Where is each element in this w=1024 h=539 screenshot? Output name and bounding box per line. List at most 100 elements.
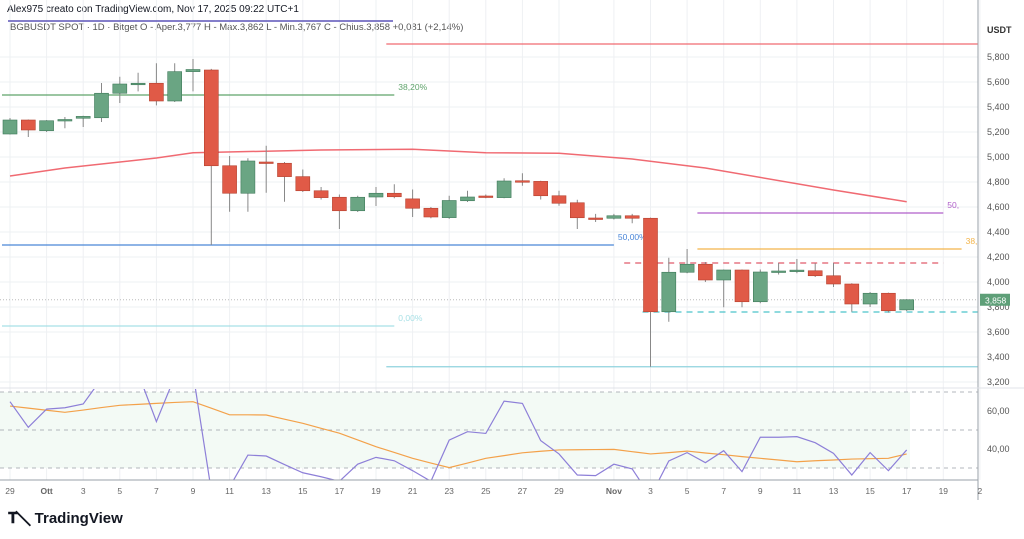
candle[interactable] (734, 269, 750, 308)
candle[interactable] (386, 184, 402, 199)
time-tick-label: 3 (81, 486, 86, 496)
candle-body (533, 181, 549, 197)
candle-body (844, 283, 860, 305)
candle[interactable] (698, 262, 713, 282)
candle[interactable] (441, 195, 457, 219)
time-tick-label: 25 (481, 486, 491, 496)
candle[interactable] (551, 190, 567, 206)
time-tick-label: 27 (518, 486, 528, 496)
price-tick-label: 4,800 (987, 177, 1010, 187)
candle[interactable] (533, 180, 549, 200)
candle-body (789, 269, 805, 272)
candle-body (643, 217, 658, 313)
candle[interactable] (643, 217, 658, 367)
last-price-tag: 3,858 (980, 293, 1010, 306)
candle[interactable] (789, 259, 805, 274)
candle[interactable] (826, 263, 841, 287)
price-axis[interactable]: 5,800 5,600 5,400 5,200 5,000 4,800 4,600 4,400… (987, 52, 1010, 454)
candle[interactable] (807, 263, 823, 277)
candles (2, 59, 915, 367)
time-tick-label: 7 (721, 486, 726, 496)
candle-body (39, 120, 54, 132)
candle[interactable] (185, 59, 201, 92)
grid (0, 0, 981, 480)
candle-body (277, 162, 292, 177)
time-tick-label: Nov (606, 486, 622, 496)
candle[interactable] (167, 63, 182, 102)
candle-body (2, 119, 18, 135)
candle[interactable] (222, 156, 237, 212)
candle[interactable] (149, 63, 164, 106)
candle-body (350, 196, 366, 212)
candle-body (588, 217, 603, 220)
candle[interactable] (844, 283, 860, 312)
candle[interactable] (478, 194, 494, 199)
price-tick-label: 5,800 (987, 52, 1010, 62)
candle[interactable] (39, 120, 54, 132)
tradingview-logo[interactable]: 𝐓╲ TradingView (8, 510, 123, 527)
candle-body (569, 202, 585, 219)
candle[interactable] (240, 158, 256, 212)
candle[interactable] (423, 207, 439, 219)
time-tick-label: 7 (154, 486, 159, 496)
candle[interactable] (515, 173, 530, 186)
candle[interactable] (624, 213, 640, 224)
candle[interactable] (569, 199, 585, 229)
time-axis[interactable]: 29 Ott 3 5 7 9 11 13 15 17 19 21 23 25 27 29 Nov 3 5 7 9 11 13… (5, 486, 982, 496)
candle[interactable] (881, 292, 896, 313)
candle[interactable] (258, 145, 274, 193)
candle[interactable] (313, 187, 329, 200)
time-tick-label: 5 (117, 486, 122, 496)
time-tick-label: 23 (444, 486, 454, 496)
candle-body (661, 271, 677, 313)
candle[interactable] (295, 169, 311, 193)
price-tick-label: 5,200 (987, 127, 1010, 137)
candle[interactable] (350, 195, 366, 212)
price-tick-label: 5,600 (987, 77, 1010, 87)
candle[interactable] (460, 190, 475, 202)
candle-body (75, 116, 91, 119)
candle-body (496, 180, 512, 198)
candle-body (862, 292, 878, 305)
candle[interactable] (204, 68, 219, 245)
fib-levels: 38,20% 50,00% 0,00% 50, 38, (0, 43, 978, 368)
candle-body (515, 180, 530, 183)
candle[interactable] (57, 117, 73, 129)
candle-body (386, 192, 402, 198)
candle[interactable] (75, 115, 91, 127)
candle[interactable] (332, 194, 347, 230)
candle[interactable] (716, 269, 732, 308)
time-tick-label: 17 (335, 486, 345, 496)
time-tick-label: Ott (40, 486, 52, 496)
candle[interactable] (588, 213, 603, 222)
price-tick-label: 3,800 (987, 302, 1010, 312)
candle-body (204, 69, 219, 167)
price-tick-label: 5,400 (987, 102, 1010, 112)
candle[interactable] (496, 178, 512, 199)
time-tick-label: 29 (5, 486, 15, 496)
candle[interactable] (771, 263, 786, 275)
time-tick-label: 9 (191, 486, 196, 496)
level-label: 50, (947, 200, 959, 210)
candle[interactable] (606, 213, 622, 220)
candle[interactable] (405, 189, 420, 218)
candle-body (185, 69, 201, 72)
candle[interactable] (277, 162, 292, 202)
candle[interactable] (661, 257, 677, 322)
candle[interactable] (94, 83, 109, 122)
candle[interactable] (2, 118, 18, 135)
candle-body (734, 269, 750, 303)
author-line: Alex975 creato con TradingView.com, Nov … (7, 4, 299, 15)
candle-body (167, 71, 182, 102)
candle[interactable] (112, 76, 128, 103)
candle[interactable] (130, 72, 146, 92)
candle[interactable] (20, 119, 36, 138)
candle[interactable] (368, 187, 384, 206)
rsi-line (9, 389, 908, 480)
price-tick-label: 3,200 (987, 377, 1010, 387)
candle[interactable] (862, 292, 878, 307)
candle[interactable] (899, 299, 915, 312)
candle[interactable] (752, 269, 768, 304)
candle[interactable] (679, 249, 695, 274)
